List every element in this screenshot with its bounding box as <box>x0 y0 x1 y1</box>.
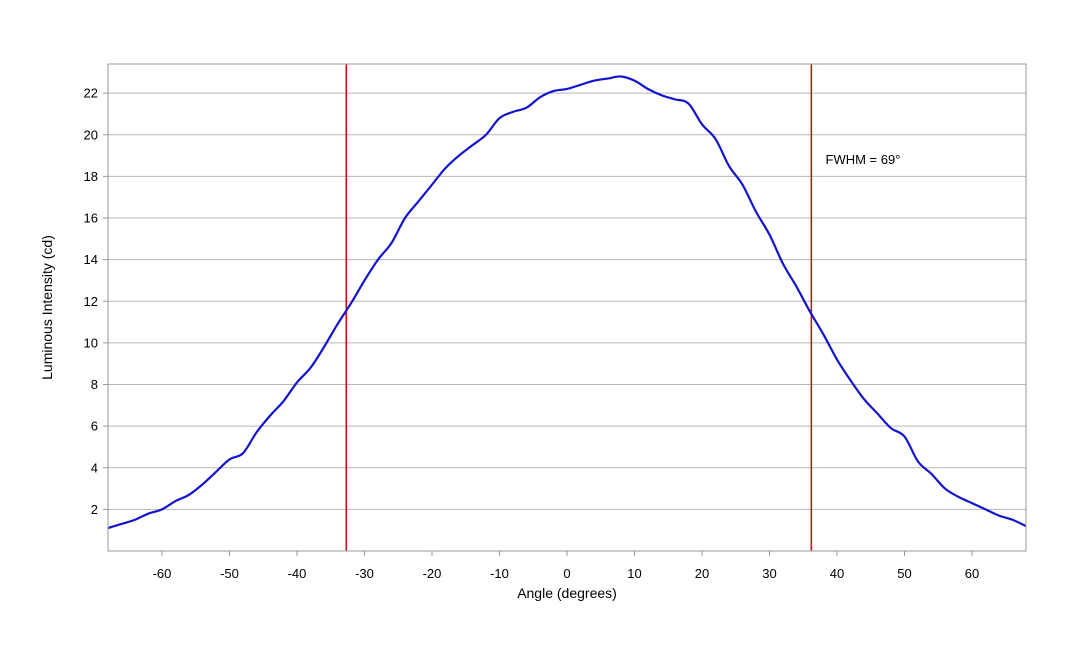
y-tick-label: 12 <box>84 294 98 309</box>
y-tick-label: 4 <box>91 460 98 475</box>
y-tick-label: 6 <box>91 419 98 434</box>
fwhm-annotation: FWHM = 69° <box>826 152 901 167</box>
y-tick-label: 10 <box>84 335 98 350</box>
plot-frame <box>107 63 1027 552</box>
annotations: FWHM = 69° <box>826 152 901 167</box>
y-axis-label: Luminous Intensity (cd) <box>39 235 55 380</box>
x-tick-label: 10 <box>627 566 641 581</box>
y-tick-label: 20 <box>84 127 98 142</box>
x-axis-ticks: -60 -50 -40 -30 -20 -10 0 10 20 30 40 50 60 <box>153 551 979 581</box>
y-axis-ticks: 2 4 6 8 10 12 14 16 18 20 22 <box>84 86 108 517</box>
y-tick-label: 14 <box>84 252 98 267</box>
x-tick-label: 20 <box>695 566 709 581</box>
y-tick-label: 2 <box>91 502 98 517</box>
x-tick-label: 0 <box>563 566 570 581</box>
y-tick-label: 8 <box>91 377 98 392</box>
x-tick-label: 30 <box>762 566 776 581</box>
x-tick-label: -20 <box>423 566 442 581</box>
x-axis-label: Angle (degrees) <box>517 585 617 601</box>
y-tick-label: 16 <box>84 211 98 226</box>
y-tick-label: 22 <box>84 86 98 101</box>
x-tick-label: 40 <box>830 566 844 581</box>
x-tick-label: -50 <box>220 566 239 581</box>
y-tick-label: 18 <box>84 169 98 184</box>
x-tick-label: 50 <box>897 566 911 581</box>
series-line <box>107 75 1027 530</box>
fwhm-markers <box>345 64 813 551</box>
x-tick-label: -10 <box>490 566 509 581</box>
x-tick-label: -40 <box>288 566 307 581</box>
x-tick-label: -30 <box>355 566 374 581</box>
x-tick-label: 60 <box>965 566 979 581</box>
x-tick-label: -60 <box>153 566 172 581</box>
series-group <box>107 75 1027 530</box>
